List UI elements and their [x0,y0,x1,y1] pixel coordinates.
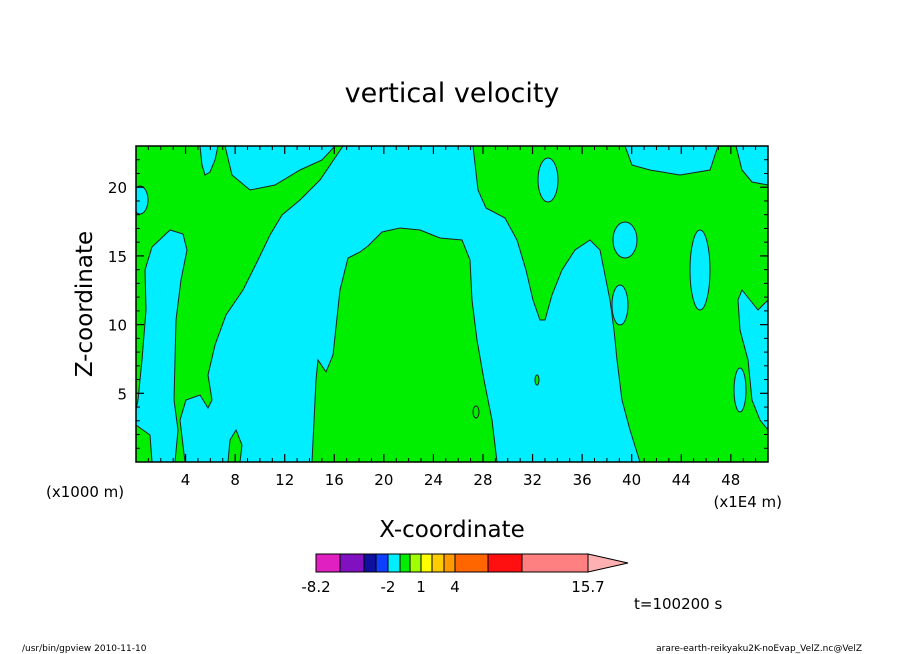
x-tick-label: 4 [181,471,191,489]
negative-island-5 [733,367,747,413]
x-tick-label: 8 [230,471,240,489]
x-unit-label: (x1E4 m) [713,493,782,511]
plot-frame [135,145,769,463]
colorbar-segment [454,553,489,573]
y-tick-label: 10 [108,317,127,335]
x-tick-label: 44 [672,471,691,489]
colorbar-label: -8.2 [301,578,330,596]
footer-left: /usr/bin/gpview 2010-11-10 [22,644,147,654]
y-axis-label: Z-coordinate [72,231,98,377]
positive-region-bottom-left-2 [227,428,243,462]
colorbar-segment [521,553,589,573]
colorbar-segment [487,553,523,573]
colorbar-label: 1 [416,578,426,596]
x-tick-label: 28 [473,471,492,489]
y-tick-label: 5 [117,385,127,403]
x-tick-label: 12 [275,471,294,489]
colorbar-segment [443,553,456,573]
negative-island-1 [537,157,559,203]
plot-area [136,146,768,462]
positive-island-2 [534,374,540,386]
negative-island-2 [612,221,638,259]
colorbar [315,553,629,573]
x-tick-label: 20 [374,471,393,489]
colorbar-segment [420,553,433,573]
colorbar-labels: -8.2 -2 1 4 15.7 [301,578,604,596]
colorbar-label: 15.7 [571,578,604,596]
colorbar-segment [409,553,422,573]
colorbar-segment [375,553,389,573]
x-tick-label: 36 [573,471,592,489]
x-axis-ticks: 4 8 12 16 20 24 28 32 36 40 44 48 [147,146,757,489]
negative-island-4 [611,284,629,326]
x-tick-label: 24 [424,471,443,489]
x-tick-label: 48 [721,471,740,489]
colorbar-segment [431,553,445,573]
colorbar-segment [387,553,401,573]
chart-title: vertical velocity [345,78,560,109]
footer-right: arare-earth-reikyaku2K-noEvap_VelZ.nc@Ve… [656,644,862,654]
positive-region-central [311,227,498,462]
x-tick-label: 16 [325,471,344,489]
x-tick-label: 40 [622,471,641,489]
colorbar-arrow [587,553,629,573]
y-axis-ticks: 5 10 15 20 [108,159,768,449]
x-tick-label: 32 [523,471,542,489]
colorbar-segment [399,553,411,573]
negative-island-3 [689,229,711,311]
colorbar-segment [363,553,377,573]
x-axis-label: X-coordinate [379,517,525,543]
colorbar-label: 4 [450,578,460,596]
colorbar-segment [315,553,341,573]
positive-region-left [136,146,344,462]
y-unit-label: (x1000 m) [46,483,124,501]
positive-island-1 [472,405,480,419]
y-tick-label: 20 [108,179,127,197]
colorbar-segment [339,553,365,573]
time-label: t=100200 s [634,595,722,613]
colorbar-label: -2 [381,578,396,596]
y-tick-label: 15 [108,248,127,266]
negative-island-6 [136,185,149,215]
